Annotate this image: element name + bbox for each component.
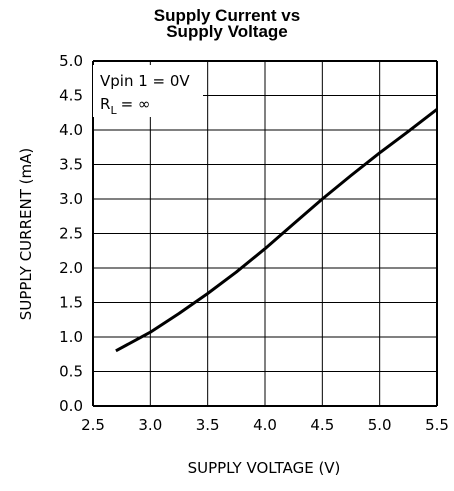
y-tick-label: 2.5 xyxy=(59,225,83,243)
annotation-r-value: = ∞ xyxy=(121,95,151,113)
y-tick-label: 5.0 xyxy=(59,52,83,70)
y-tick-label: 1.5 xyxy=(59,294,83,312)
grid xyxy=(92,60,438,407)
y-tick-label: 1.0 xyxy=(59,328,83,346)
annotation-condition2: RL = ∞ xyxy=(100,95,150,117)
annotation-condition1: Vpin 1 = 0V xyxy=(100,72,190,90)
x-tick-label: 3.5 xyxy=(196,416,220,434)
y-tick-label: 4.5 xyxy=(59,87,83,105)
y-axis-label: SUPPLY CURRENT (mA) xyxy=(17,148,35,320)
x-axis-label: SUPPLY VOLTAGE (V) xyxy=(188,459,341,477)
series-layer xyxy=(115,108,438,353)
chart-title-line2: Supply Voltage xyxy=(166,22,288,41)
y-tick-label: 0.5 xyxy=(59,363,83,381)
x-tick-label: 5.0 xyxy=(368,416,392,434)
y-tick-label: 4.0 xyxy=(59,121,83,139)
y-tick-label: 3.5 xyxy=(59,156,83,174)
annotation-r-symbol: R xyxy=(100,95,110,113)
x-tick-label: 4.0 xyxy=(253,416,277,434)
x-tick-label: 3.0 xyxy=(138,416,162,434)
annotation-box: Vpin 1 = 0V RL = ∞ xyxy=(93,65,203,117)
y-tick-label: 0.0 xyxy=(59,397,83,415)
y-tick-label: 2.0 xyxy=(59,259,83,277)
x-tick-label: 2.5 xyxy=(81,416,105,434)
y-tick-label: 3.0 xyxy=(59,190,83,208)
x-tick-label: 4.5 xyxy=(310,416,334,434)
x-tick-label: 5.5 xyxy=(425,416,449,434)
annotation-background xyxy=(93,65,203,117)
axis-labels: 2.5 3.0 3.5 4.0 4.5 5.0 5.5 0.0 0.5 1.0 1.5 2.0 2.5 3… xyxy=(59,52,449,434)
chart-title-line1: Supply Current vs xyxy=(153,6,301,25)
annotation-r-subscript: L xyxy=(110,104,117,117)
series-line xyxy=(115,108,438,353)
